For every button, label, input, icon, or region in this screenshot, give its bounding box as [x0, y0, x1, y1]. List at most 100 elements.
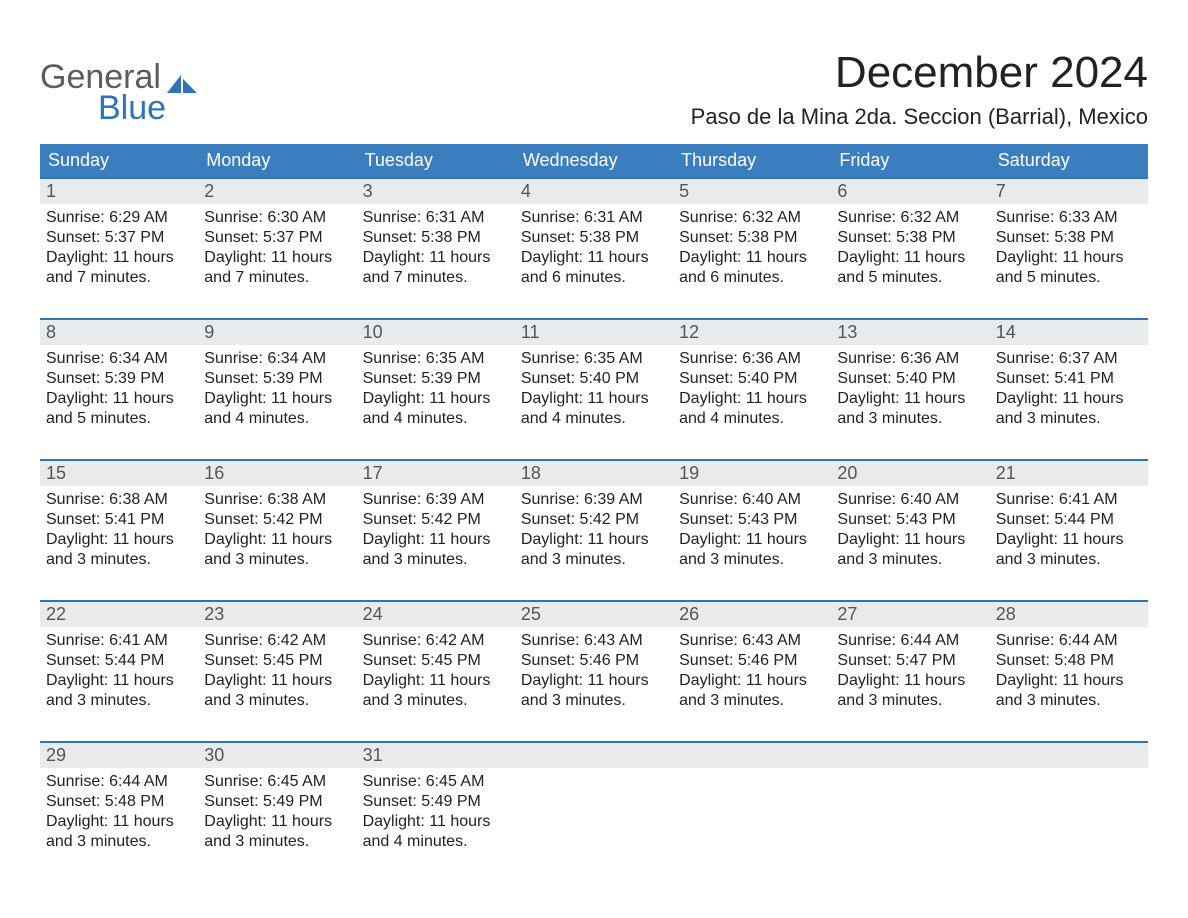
day-body: Sunrise: 6:32 AMSunset: 5:38 PMDaylight:… — [831, 204, 989, 288]
day-number: 31 — [357, 743, 515, 768]
sunrise-label: Sunrise: — [679, 491, 742, 508]
daylight-line2: and 3 minutes. — [46, 550, 192, 570]
hours-word: hours — [288, 249, 332, 266]
sunrise-label: Sunrise: — [46, 632, 109, 649]
sunset-value: 5:39 PM — [421, 370, 481, 387]
sunrise-label: Sunrise: — [837, 632, 900, 649]
calendar: SundayMondayTuesdayWednesdayThursdayFrid… — [40, 144, 1148, 866]
daylight-hours: 11 — [746, 249, 763, 266]
day-number: 27 — [831, 602, 989, 627]
page: General Blue December 2024 Paso de la Mi… — [0, 0, 1188, 906]
daylight-label: Daylight: — [521, 531, 588, 548]
sunrise-value: 6:42 AM — [426, 632, 485, 649]
daylight-hours: 11 — [588, 390, 605, 407]
daylight-line1: Daylight: 11 hours — [46, 671, 192, 691]
sunrise-line: Sunrise: 6:40 AM — [837, 490, 983, 510]
sunset-label: Sunset: — [46, 793, 105, 810]
daylight-minutes: 3 — [710, 551, 719, 568]
sunrise-value: 6:45 AM — [426, 773, 485, 790]
daylight-line1: Daylight: 11 hours — [363, 812, 509, 832]
sunrise-value: 6:44 AM — [109, 773, 168, 790]
sunrise-value: 6:38 AM — [267, 491, 326, 508]
sunset-label: Sunset: — [679, 370, 738, 387]
daylight-hours: 11 — [1062, 672, 1079, 689]
sunrise-line: Sunrise: 6:45 AM — [363, 772, 509, 792]
daylight-label: Daylight: — [837, 249, 904, 266]
daylight-line2: and 3 minutes. — [363, 691, 509, 711]
daylight-minutes: 3 — [552, 692, 561, 709]
day-number: 28 — [990, 602, 1148, 627]
sunset-line: Sunset: 5:48 PM — [996, 651, 1142, 671]
sunset-value: 5:40 PM — [738, 370, 798, 387]
daylight-line1: Daylight: 11 hours — [46, 248, 192, 268]
minutes-word: minutes. — [877, 410, 942, 427]
daylight-line2: and 3 minutes. — [363, 550, 509, 570]
sunset-label: Sunset: — [679, 511, 738, 528]
sunset-line: Sunset: 5:38 PM — [837, 228, 983, 248]
minutes-word: minutes. — [403, 833, 468, 850]
sunset-label: Sunset: — [204, 370, 263, 387]
sunrise-line: Sunrise: 6:40 AM — [679, 490, 825, 510]
day-cell: 17Sunrise: 6:39 AMSunset: 5:42 PMDayligh… — [357, 461, 515, 584]
daylight-minutes: 3 — [235, 692, 244, 709]
sunset-value: 5:41 PM — [1054, 370, 1114, 387]
sunset-label: Sunset: — [837, 652, 896, 669]
sunrise-line: Sunrise: 6:38 AM — [204, 490, 350, 510]
minutes-word: minutes. — [719, 269, 784, 286]
daylight-line2: and 7 minutes. — [363, 268, 509, 288]
daylight-hours: 11 — [271, 531, 288, 548]
daylight-line1: Daylight: 11 hours — [837, 389, 983, 409]
sunset-line: Sunset: 5:43 PM — [837, 510, 983, 530]
daylight-line2: and 3 minutes. — [679, 691, 825, 711]
sunset-line: Sunset: 5:41 PM — [46, 510, 192, 530]
brand-word2: Blue — [98, 93, 199, 124]
sunrise-line: Sunrise: 6:43 AM — [521, 631, 667, 651]
week-row: 29Sunrise: 6:44 AMSunset: 5:48 PMDayligh… — [40, 741, 1148, 866]
brand-line1: General — [40, 62, 199, 93]
sunrise-line: Sunrise: 6:34 AM — [204, 349, 350, 369]
day-cell: 1Sunrise: 6:29 AMSunset: 5:37 PMDaylight… — [40, 179, 198, 302]
day-body: Sunrise: 6:39 AMSunset: 5:42 PMDaylight:… — [515, 486, 673, 570]
minutes-word: minutes. — [561, 269, 626, 286]
minutes-word: minutes. — [86, 551, 151, 568]
sunset-line: Sunset: 5:37 PM — [46, 228, 192, 248]
day-body: Sunrise: 6:40 AMSunset: 5:43 PMDaylight:… — [673, 486, 831, 570]
daylight-line1: Daylight: 11 hours — [837, 671, 983, 691]
day-body: Sunrise: 6:36 AMSunset: 5:40 PMDaylight:… — [831, 345, 989, 429]
and-word: and — [521, 551, 552, 568]
daylight-line1: Daylight: 11 hours — [204, 389, 350, 409]
day-number: 13 — [831, 320, 989, 345]
and-word: and — [204, 833, 235, 850]
hours-word: hours — [129, 390, 173, 407]
and-word: and — [363, 551, 394, 568]
day-body: Sunrise: 6:36 AMSunset: 5:40 PMDaylight:… — [673, 345, 831, 429]
hours-word: hours — [446, 672, 490, 689]
sunrise-line: Sunrise: 6:36 AM — [679, 349, 825, 369]
hours-word: hours — [604, 390, 648, 407]
sunrise-label: Sunrise: — [204, 632, 267, 649]
day-number: 22 — [40, 602, 198, 627]
day-body: Sunrise: 6:45 AMSunset: 5:49 PMDaylight:… — [198, 768, 356, 852]
daylight-label: Daylight: — [996, 672, 1063, 689]
sunset-line: Sunset: 5:42 PM — [204, 510, 350, 530]
sunset-value: 5:47 PM — [896, 652, 956, 669]
day-cell: 11Sunrise: 6:35 AMSunset: 5:40 PMDayligh… — [515, 320, 673, 443]
brand-sail-icon — [165, 69, 199, 93]
day-number: 1 — [40, 179, 198, 204]
hours-word: hours — [129, 531, 173, 548]
daylight-line2: and 3 minutes. — [521, 550, 667, 570]
minutes-word: minutes. — [244, 692, 309, 709]
minutes-word: minutes. — [1036, 410, 1101, 427]
sunset-line: Sunset: 5:38 PM — [679, 228, 825, 248]
day-body: Sunrise: 6:41 AMSunset: 5:44 PMDaylight:… — [40, 627, 198, 711]
daylight-minutes: 3 — [394, 551, 403, 568]
daylight-minutes: 3 — [77, 692, 86, 709]
daylight-hours: 11 — [429, 531, 446, 548]
sunset-value: 5:40 PM — [896, 370, 956, 387]
sunrise-value: 6:31 AM — [584, 209, 643, 226]
and-word: and — [996, 269, 1027, 286]
daylight-line1: Daylight: 11 hours — [521, 389, 667, 409]
hours-word: hours — [921, 249, 965, 266]
sunrise-value: 6:34 AM — [109, 350, 168, 367]
hours-word: hours — [446, 249, 490, 266]
